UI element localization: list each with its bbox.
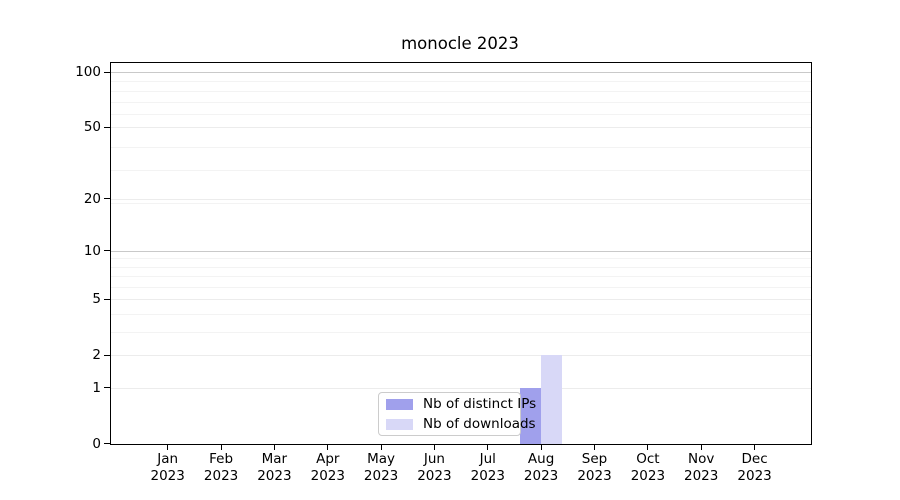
x-tick-label: Feb 2023 (203, 451, 239, 484)
y-tick-label: 100 (75, 64, 101, 81)
x-tick-mark (647, 444, 649, 450)
x-tick-label: Jul 2023 (470, 451, 505, 484)
minor-gridline (111, 202, 811, 204)
x-tick-mark (754, 444, 756, 450)
minor-gridline (111, 146, 811, 148)
x-tick-label: Dec 2023 (737, 451, 772, 484)
major-gridline (111, 198, 811, 200)
x-tick-mark (540, 444, 542, 450)
minor-gridline (111, 332, 811, 334)
x-tick-mark (487, 444, 489, 450)
x-tick-mark (433, 444, 435, 450)
minor-gridline (111, 169, 811, 171)
major-gridline (111, 387, 811, 389)
legend-item-distinct-ips: Nb of distinct IPs (386, 396, 536, 413)
x-tick-label: Nov 2023 (684, 451, 719, 484)
legend-label-distinct-ips: Nb of distinct IPs (423, 395, 537, 412)
chart-title: monocle 2023 (401, 34, 519, 53)
y-tick-mark (104, 71, 111, 73)
bar-distinct-ips (519, 387, 542, 444)
legend: Nb of distinct IPs Nb of downloads (378, 392, 536, 436)
y-tick-label: 1 (92, 379, 101, 396)
major-gridline (111, 355, 811, 357)
legend-label-downloads: Nb of downloads (423, 415, 536, 432)
x-tick-mark (380, 444, 382, 450)
major-gridline (111, 299, 811, 301)
x-tick-label: Jun 2023 (417, 451, 452, 484)
x-tick-label: Aug 2023 (523, 451, 559, 484)
y-tick-label: 20 (83, 190, 101, 207)
minor-gridline (111, 276, 811, 278)
legend-swatch-distinct-ips (386, 398, 413, 410)
minor-gridline (111, 314, 811, 316)
legend-swatch-downloads (386, 418, 413, 430)
x-tick-mark (273, 444, 275, 450)
bar-downloads (541, 355, 563, 444)
y-tick-label: 50 (83, 119, 101, 136)
y-tick-mark (104, 126, 111, 128)
y-tick-label: 10 (83, 242, 101, 259)
y-tick-mark (104, 250, 111, 252)
minor-gridline (111, 90, 811, 92)
major-gridline (111, 72, 811, 74)
x-tick-mark (593, 444, 596, 450)
y-tick-mark (104, 443, 111, 445)
y-tick-label: 2 (92, 347, 101, 364)
minor-gridline (111, 81, 811, 83)
legend-item-downloads: Nb of downloads (386, 416, 536, 433)
x-tick-label: Mar 2023 (257, 451, 292, 484)
x-tick-label: May 2023 (363, 451, 399, 484)
major-gridline (111, 127, 811, 129)
y-tick-mark (104, 198, 111, 200)
y-tick-label: 0 (92, 435, 101, 452)
plot-area: Nb of distinct IPs Nb of downloads 100 50… (75, 62, 812, 484)
x-tick-label: Oct 2023 (630, 451, 666, 484)
minor-gridline (111, 101, 811, 103)
minor-gridline (111, 114, 811, 115)
minor-gridline (111, 266, 811, 268)
x-tick-label: Jan 2023 (150, 451, 185, 484)
x-tick-label: Apr 2023 (310, 451, 345, 484)
y-tick-label: 5 (92, 291, 101, 308)
y-tick-mark (104, 387, 111, 389)
x-tick-mark (327, 444, 329, 450)
x-tick-mark (220, 444, 222, 450)
minor-gridline (111, 287, 811, 288)
y-tick-mark (104, 354, 111, 356)
major-gridline (111, 250, 811, 252)
x-tick-mark (167, 444, 169, 450)
x-tick-label: Sep 2023 (577, 451, 612, 484)
minor-gridline (111, 258, 811, 260)
x-tick-mark (700, 444, 702, 450)
y-tick-mark (104, 298, 111, 300)
